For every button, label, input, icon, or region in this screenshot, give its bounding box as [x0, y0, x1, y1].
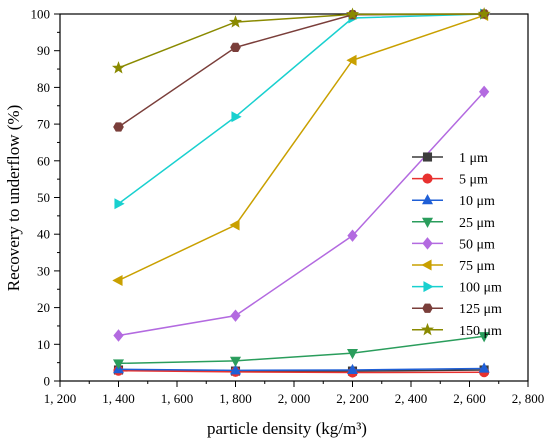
data-point: [231, 111, 242, 123]
series-line: [118, 14, 485, 282]
data-point: [114, 198, 125, 210]
data-point: [347, 229, 358, 242]
y-tick-label: 20: [37, 300, 50, 315]
legend-label: 5 μm: [459, 173, 488, 188]
y-axis-title: Recovery to underflow (%): [4, 105, 23, 291]
legend-item: 25 μm: [412, 216, 495, 231]
legend-label: 25 μm: [459, 216, 495, 231]
legend-marker: [421, 259, 432, 271]
series: [113, 9, 490, 132]
legend-item: 125 μm: [412, 302, 502, 317]
legend-label: 100 μm: [459, 281, 502, 296]
y-tick-label: 70: [37, 117, 50, 132]
data-point: [229, 364, 242, 375]
legend-item: 1 μm: [412, 151, 488, 166]
legend-marker: [422, 152, 433, 162]
series-line: [118, 367, 485, 372]
series-line: [118, 369, 485, 374]
legend-item: 75 μm: [412, 259, 495, 274]
x-tick-label: 1, 600: [161, 391, 194, 406]
legend-label: 75 μm: [459, 259, 495, 274]
legend-marker: [421, 217, 434, 228]
y-tick-label: 30: [37, 263, 50, 278]
series: [112, 362, 490, 375]
data-point: [112, 359, 125, 370]
x-tick-label: 2, 200: [336, 391, 369, 406]
y-tick-label: 10: [37, 337, 50, 352]
data-point: [478, 362, 490, 373]
series: [112, 332, 490, 370]
series-line: [118, 13, 485, 69]
legend: 1 μm 5 μm 10 μm 25 μm 50 μm 75 μm 100 μm 125 μm…: [412, 151, 502, 339]
axes: 1, 200 1, 400 1, 600 1, 800 2, 000 2, 200 2, 4…: [31, 7, 545, 407]
series-line: [118, 13, 485, 205]
legend-marker: [420, 322, 435, 336]
series-line: [118, 13, 485, 128]
x-tick-label: 1, 800: [219, 391, 252, 406]
legend-marker: [421, 194, 434, 205]
legend-item: 10 μm: [412, 194, 495, 209]
data-point: [346, 54, 357, 66]
series-group: [111, 7, 491, 378]
legend-marker: [423, 281, 434, 293]
y-tick-label: 0: [44, 374, 51, 389]
series: [113, 85, 490, 342]
data-point: [477, 7, 491, 20]
data-point: [229, 219, 240, 231]
data-point: [478, 332, 490, 343]
legend-marker: [422, 237, 433, 250]
data-point: [228, 15, 243, 28]
legend-item: 150 μm: [412, 322, 502, 339]
legend-marker: [422, 173, 433, 184]
y-tick-label: 60: [37, 153, 50, 168]
x-tick-label: 2, 000: [278, 391, 311, 406]
x-tick-label: 1, 400: [102, 391, 135, 406]
series-line: [118, 91, 485, 337]
data-point: [113, 329, 124, 342]
legend-label: 150 μm: [459, 324, 502, 339]
legend-label: 1 μm: [459, 151, 488, 166]
y-tick-label: 50: [37, 190, 50, 205]
legend-label: 50 μm: [459, 237, 495, 252]
legend-item: 50 μm: [412, 237, 495, 252]
data-point: [478, 85, 490, 99]
data-point: [346, 349, 359, 360]
y-tick-label: 90: [37, 43, 50, 58]
x-tick-label: 2, 800: [512, 391, 545, 406]
legend-item: 100 μm: [412, 281, 502, 296]
data-point: [230, 42, 241, 53]
legend-marker: [422, 303, 433, 313]
data-point: [346, 363, 359, 375]
legend-item: 5 μm: [412, 173, 488, 188]
data-point: [111, 61, 126, 74]
data-point: [345, 7, 360, 20]
y-tick-label: 40: [37, 227, 50, 242]
data-point: [113, 122, 124, 132]
x-tick-label: 2, 600: [453, 391, 486, 406]
plot-frame: [59, 13, 529, 382]
y-tick-label: 100: [31, 7, 51, 22]
data-point: [230, 309, 241, 322]
x-axis-title: particle density (kg/m³): [207, 419, 367, 438]
x-tick-label: 2, 400: [395, 391, 428, 406]
series: [113, 365, 490, 378]
series-line: [118, 335, 485, 365]
legend-label: 10 μm: [459, 194, 495, 209]
data-point: [112, 274, 123, 286]
y-tick-label: 80: [37, 80, 50, 95]
series: [111, 7, 491, 74]
legend-label: 125 μm: [459, 302, 502, 317]
x-tick-label: 1, 200: [44, 391, 77, 406]
data-point: [229, 356, 242, 367]
